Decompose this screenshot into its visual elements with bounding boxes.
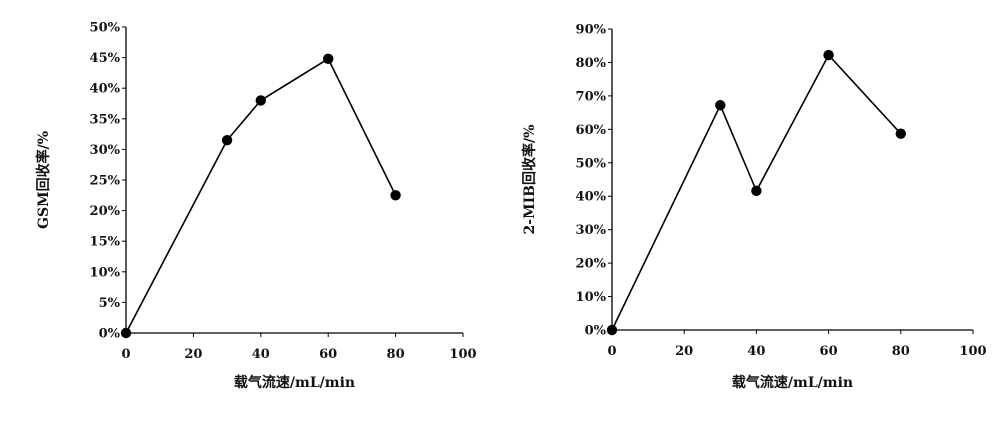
data-point (606, 324, 618, 336)
data-point (390, 190, 401, 201)
y-tick-label: 20% (90, 204, 121, 219)
y-tick-label: 80% (576, 56, 607, 71)
data-point (323, 53, 334, 65)
y-axis-title: 2-MIB回收率/% (521, 125, 538, 235)
y-tick-label: 0% (99, 327, 121, 342)
y-tick-label: 40% (576, 190, 607, 205)
x-tick-label: 20 (675, 344, 693, 359)
x-tick-label: 40 (252, 347, 270, 362)
data-point (120, 327, 132, 339)
data-point (823, 49, 834, 61)
y-tick-label: 90% (576, 23, 607, 38)
x-tick-label: 0 (607, 344, 616, 359)
data-point (895, 128, 906, 139)
x-axis-title: 载气流速/mL/min (234, 374, 355, 391)
x-tick-label: 0 (121, 347, 130, 362)
x-tick-label: 20 (184, 347, 202, 362)
y-tick-label: 45% (90, 51, 121, 66)
y-tick-label: 70% (576, 89, 607, 104)
y-axis-title: GSM回收率/% (35, 131, 52, 229)
y-tick-label: 50% (90, 21, 121, 36)
data-point (221, 135, 233, 146)
x-tick-label: 60 (319, 347, 337, 362)
x-tick-label: 40 (747, 344, 765, 359)
x-tick-label: 100 (449, 347, 476, 362)
y-tick-label: 0% (585, 324, 607, 339)
x-axis-title: 载气流速/mL/min (732, 374, 853, 391)
chart-mib: 0% 10% 20% 30% 40% 50% 60% 70% 80% 90% 0 20 40 60 80 10… (521, 23, 987, 392)
y-tick-label: 20% (576, 257, 607, 272)
y-tick-label: 10% (90, 265, 121, 280)
x-tick-label: 100 (959, 344, 986, 359)
y-tick-label: 30% (90, 143, 121, 158)
y-tick-label: 30% (576, 223, 607, 238)
y-tick-label: 15% (90, 235, 121, 250)
data-point (751, 185, 762, 197)
data-point (255, 95, 266, 106)
x-tick-label: 80 (387, 347, 405, 362)
y-tick-label: 35% (90, 112, 121, 127)
x-tick-label: 80 (892, 344, 910, 359)
x-tick-label: 60 (820, 344, 838, 359)
y-tick-label: 40% (90, 82, 121, 97)
y-tick-label: 25% (90, 174, 121, 189)
y-tick-label: 60% (576, 123, 607, 138)
chart-gsm: 0% 5% 10% 15% 20% 25% 30% 35% 40% 45% 50% 0 20 40 60 80… (35, 21, 477, 392)
y-tick-label: 5% (99, 296, 121, 311)
data-point (715, 100, 726, 111)
y-tick-label: 10% (576, 290, 607, 305)
y-tick-label: 50% (576, 156, 607, 171)
